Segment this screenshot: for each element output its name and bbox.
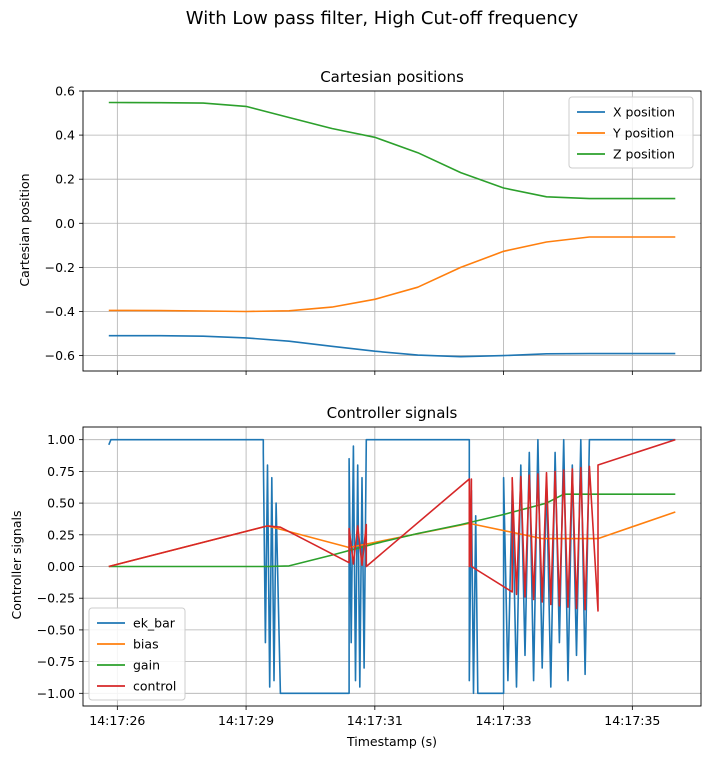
legend-entry: gain <box>133 658 160 673</box>
y-tick-label: 0.50 <box>47 496 75 511</box>
y-tick-label: −0.2 <box>45 260 75 275</box>
cartesian-positions-title: Cartesian positions <box>320 68 464 86</box>
x-tick-label: 14:17:31 <box>347 713 403 728</box>
timestamp-xlabel: Timestamp (s) <box>346 734 437 749</box>
y-tick-label: −0.50 <box>37 622 75 637</box>
legend-box <box>88 607 186 701</box>
y-tick-label: 1.00 <box>47 432 75 447</box>
x-tick-label: 14:17:29 <box>218 713 274 728</box>
y-tick-label: −0.75 <box>37 654 75 669</box>
y-tick-label: 0.6 <box>55 84 75 99</box>
legend-entry: X position <box>613 105 675 120</box>
y-tick-label: 0.2 <box>55 172 75 187</box>
y-tick-label: −0.4 <box>45 304 75 319</box>
series-line-x-position <box>108 334 676 358</box>
figure-title: With Low pass filter, High Cut-off frequ… <box>186 8 579 29</box>
x-tick-label: 14:17:33 <box>476 713 532 728</box>
legend-entry: Z position <box>613 147 675 162</box>
y-tick-label: 0.00 <box>47 559 75 574</box>
series-line-gain <box>108 493 676 568</box>
legend-entry: control <box>133 679 176 694</box>
legend-entry: ek_bar <box>133 616 176 631</box>
cartesian-position-ylabel: Cartesian position <box>17 173 32 286</box>
y-tick-label: 0.25 <box>47 527 75 542</box>
y-tick-label: 0.4 <box>55 128 75 143</box>
legend-entry: Y position <box>612 126 674 141</box>
series-line-y-position <box>108 236 676 313</box>
y-tick-label: −0.6 <box>45 348 75 363</box>
legend-entry: bias <box>133 637 159 652</box>
y-tick-label: −0.25 <box>37 591 75 606</box>
y-tick-label: 0.0 <box>55 216 75 231</box>
x-tick-label: 14:17:26 <box>89 713 145 728</box>
legend-box <box>568 96 694 169</box>
x-tick-label: 14:17:35 <box>604 713 660 728</box>
controller-signals-title: Controller signals <box>327 404 458 422</box>
legend: X position Y position Z position <box>568 96 694 169</box>
axes-frame <box>82 90 702 372</box>
y-tick-label: 0.75 <box>47 464 75 479</box>
cartesian-positions-axes: Cartesian positions Cartesian position 0… <box>17 68 702 375</box>
controller-signals-ylabel: Controller signals <box>9 511 24 620</box>
series-group <box>108 438 676 695</box>
y-tick-label: −1.00 <box>37 686 75 701</box>
series-group <box>108 101 676 358</box>
series-line-z-position <box>108 101 676 200</box>
series-line-control <box>108 438 676 612</box>
controller-signals-axes: Controller signals Controller signals 1.… <box>9 404 702 728</box>
